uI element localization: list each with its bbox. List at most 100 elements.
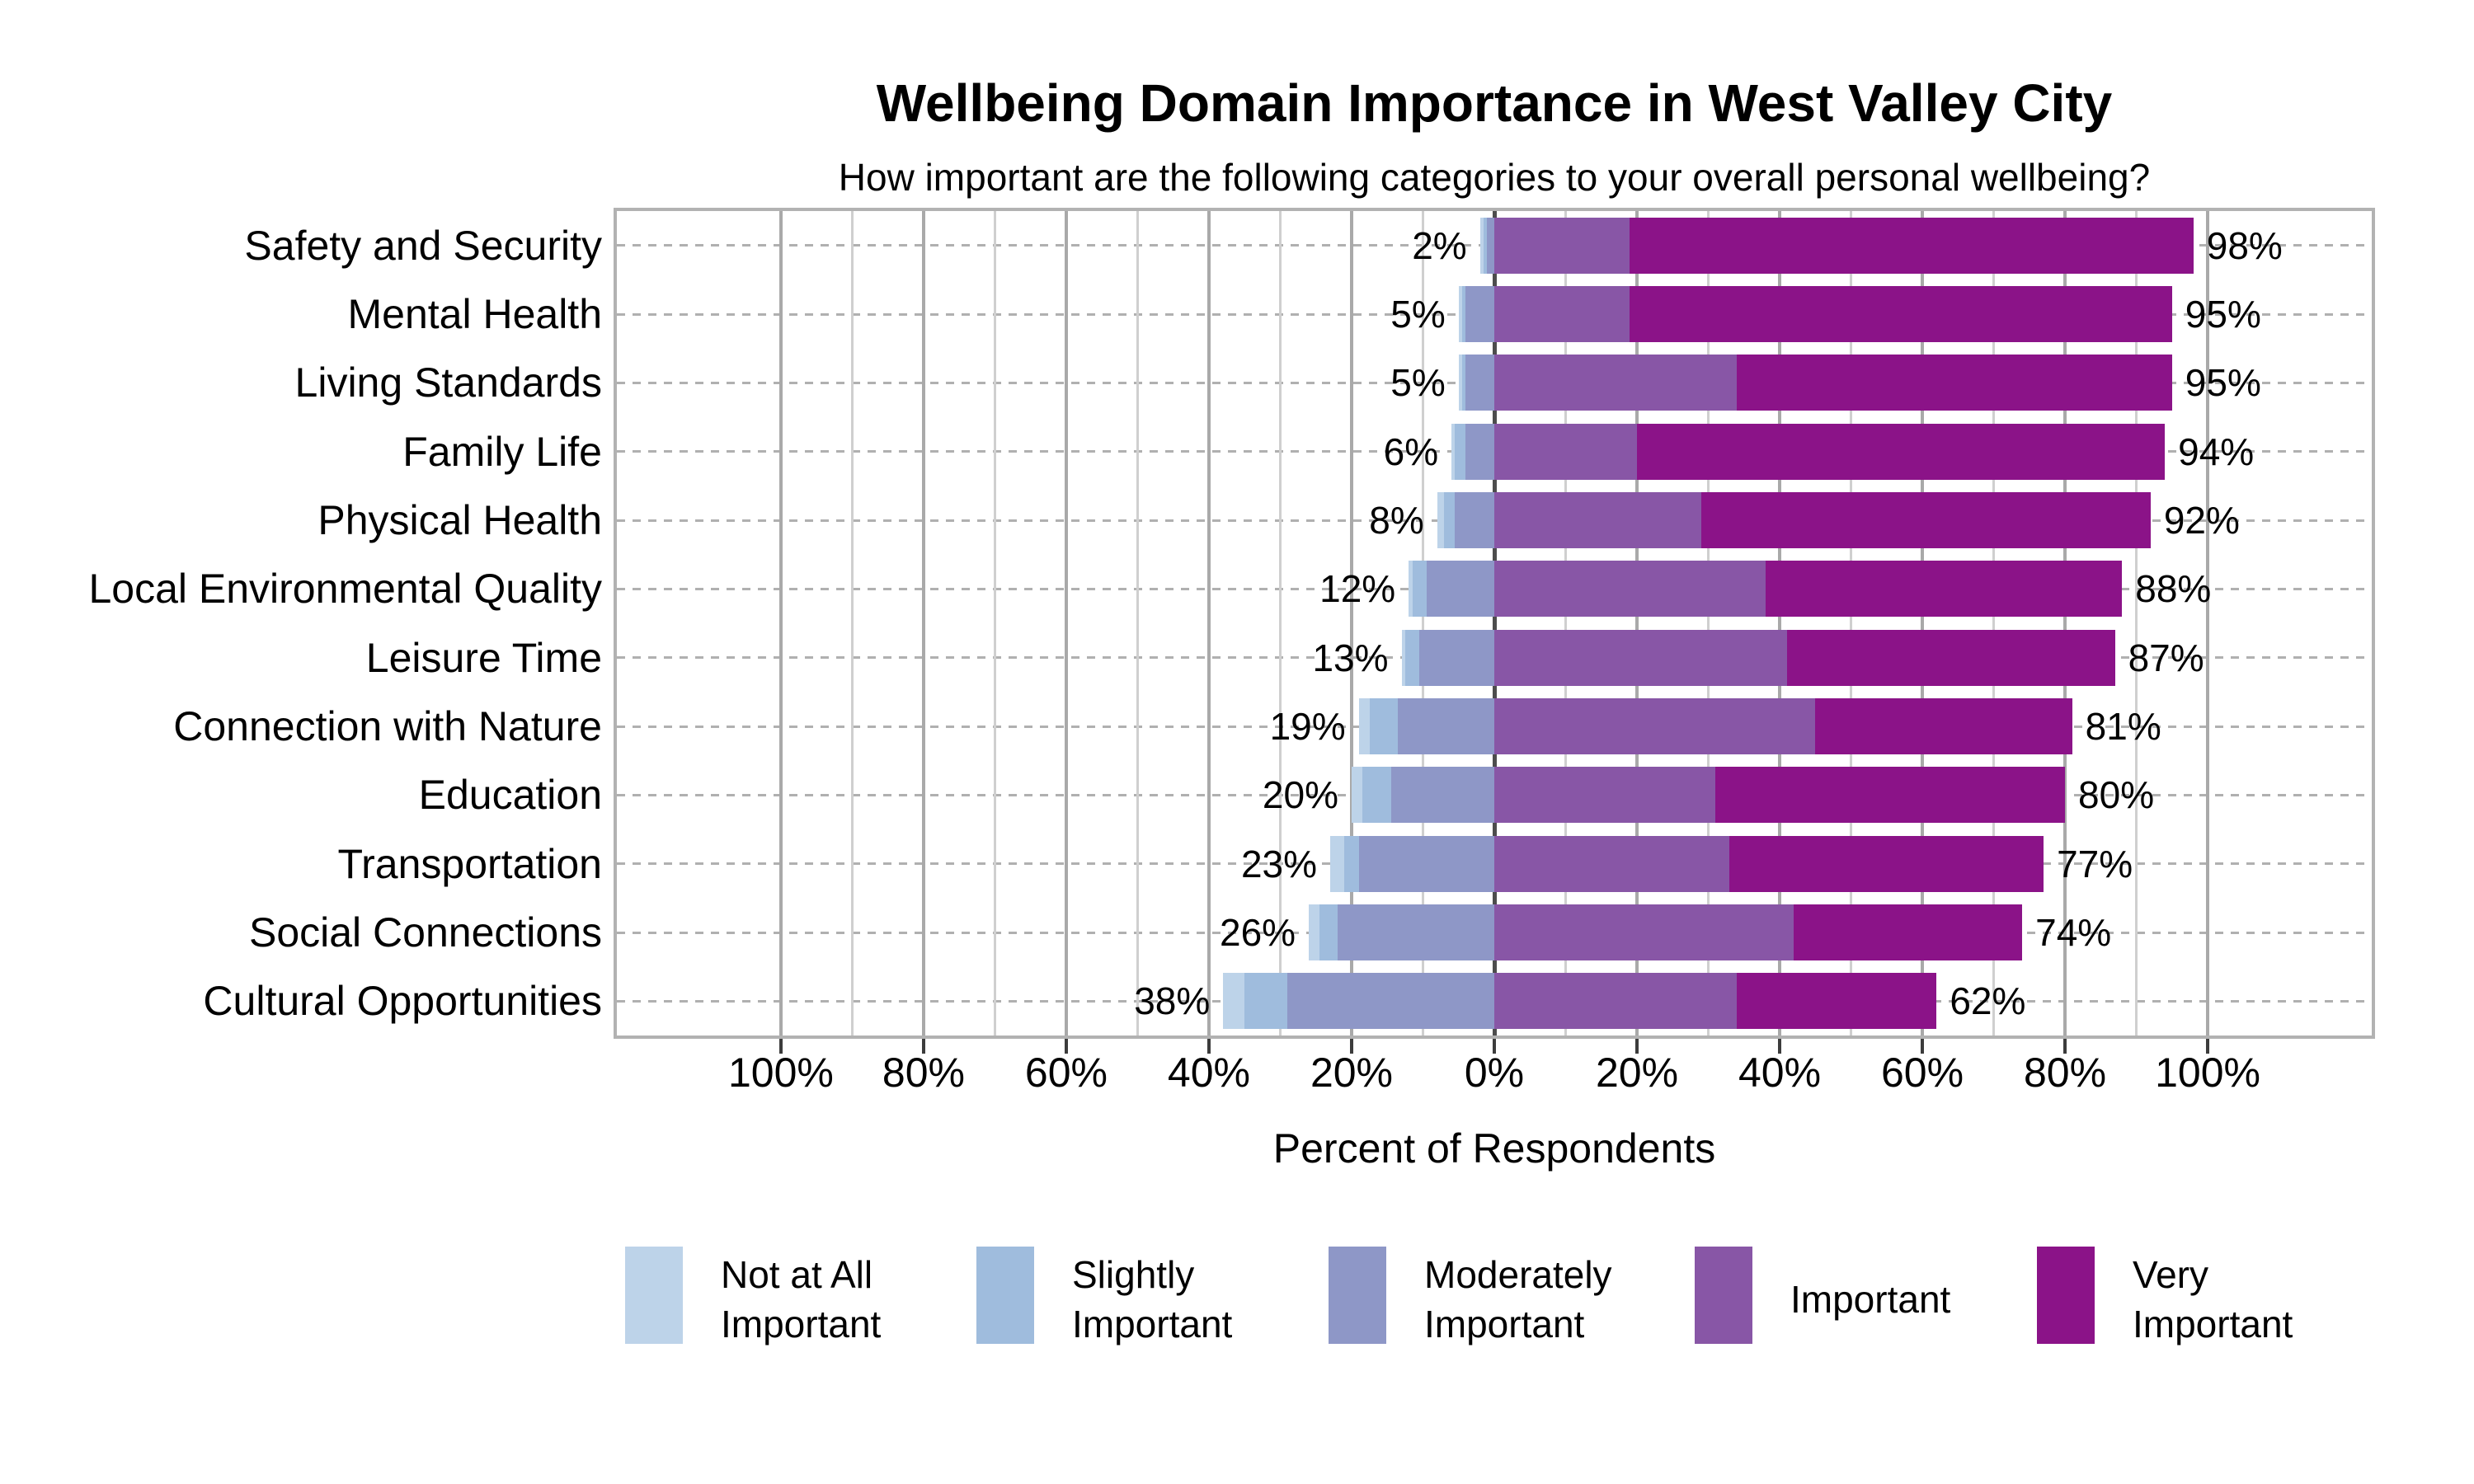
gridline-minor [1992, 211, 1996, 1036]
x-tick [2206, 1039, 2210, 1054]
bar-segment-slightly-important [1344, 835, 1359, 892]
bar-segment-very-important [1700, 492, 2151, 548]
category-label: Social Connections [248, 909, 602, 956]
positive-total-label: 77% [2057, 842, 2133, 885]
bar-segment-slightly-important [1404, 629, 1420, 686]
legend-swatch-not-at-all-important [625, 1247, 683, 1344]
bar-segment-very-important [1815, 698, 2072, 754]
bar-segment-not-at-all-important [1401, 629, 1405, 686]
plot-frame [614, 208, 2375, 1039]
category-label: Transportation [337, 840, 602, 887]
bar-segment-very-important [1737, 355, 2172, 411]
bar-segment-not-at-all-important [1479, 217, 1484, 274]
category-label: Living Standards [294, 359, 602, 406]
bar-segment-very-important [1637, 423, 2166, 480]
bar-segment-important [1494, 629, 1787, 686]
zero-line [1492, 211, 1497, 1036]
bar-segment-important [1494, 355, 1738, 411]
x-tick-label: 0% [1464, 1050, 1525, 1096]
legend-label: Very [2133, 1253, 2209, 1296]
bar-segment-moderately-important [1465, 286, 1494, 342]
negative-total-label: 20% [1262, 773, 1338, 817]
positive-total-label: 94% [2178, 430, 2255, 473]
bar-segment-not-at-all-important [1351, 767, 1362, 824]
positive-total-label: 95% [2185, 361, 2261, 405]
negative-total-label: 5% [1390, 293, 1446, 336]
x-tick-label: 40% [1738, 1050, 1822, 1096]
bar-segment-moderately-important [1337, 904, 1494, 960]
x-tick [1921, 1039, 1925, 1054]
bar-segment-slightly-important [1462, 286, 1466, 342]
bar-segment-slightly-important [1462, 355, 1466, 411]
bar-segment-very-important [1794, 904, 2023, 960]
category-label: Local Environmental Quality [88, 566, 602, 613]
gridline-minor [1136, 211, 1139, 1036]
positive-total-label: 62% [1950, 979, 2026, 1023]
category-label: Family Life [402, 428, 602, 475]
bar-segment-moderately-important [1465, 423, 1494, 480]
positive-total-label: 80% [2078, 773, 2155, 817]
bar-segment-not-at-all-important [1437, 492, 1445, 548]
negative-total-label: 23% [1240, 842, 1318, 885]
bar-segment-not-at-all-important [1409, 561, 1413, 618]
negative-total-label: 12% [1319, 567, 1396, 611]
gridline-major [2063, 211, 2067, 1036]
bar-segment-moderately-important [1465, 355, 1494, 411]
bar-segment-not-at-all-important [1358, 698, 1370, 754]
category-label: Physical Health [317, 497, 602, 543]
x-tick-label: 60% [1880, 1050, 1964, 1096]
bar-segment-not-at-all-important [1458, 286, 1463, 342]
bar-segment-important [1494, 835, 1730, 892]
bar-segment-moderately-important [1426, 561, 1494, 618]
positive-total-label: 88% [2135, 567, 2212, 611]
legend-label: Not at All [721, 1253, 873, 1296]
bar-segment-important [1494, 561, 1766, 618]
category-label: Cultural Opportunities [203, 978, 602, 1025]
legend-swatch-important [1695, 1247, 1752, 1344]
category-label: Leisure Time [365, 634, 602, 681]
bar-segment-important [1494, 423, 1637, 480]
bar-segment-slightly-important [1369, 698, 1399, 754]
bar-segment-moderately-important [1487, 217, 1494, 274]
negative-total-label: 19% [1269, 705, 1346, 748]
positive-total-label: 92% [2163, 499, 2240, 542]
x-tick [2063, 1039, 2067, 1054]
positive-total-label: 95% [2185, 293, 2261, 336]
x-tick-label: 20% [1310, 1050, 1394, 1096]
bar-segment-slightly-important [1412, 561, 1427, 618]
bar-segment-important [1494, 904, 1794, 960]
gridline-minor [2135, 211, 2138, 1036]
x-tick [1064, 1039, 1068, 1054]
positive-total-label: 74% [2035, 911, 2112, 954]
legend-label: Important [721, 1303, 882, 1345]
bar-segment-slightly-important [1319, 904, 1338, 960]
x-tick [1493, 1039, 1496, 1054]
x-axis-title: Percent of Respondents [1272, 1125, 1716, 1172]
bar-segment-very-important [1630, 217, 2194, 274]
negative-total-label: 38% [1134, 979, 1211, 1023]
positive-total-label: 87% [2128, 636, 2204, 679]
gridline-major [1206, 211, 1211, 1036]
legend-label: Important [1072, 1303, 1233, 1345]
legend-label: Slightly [1072, 1253, 1195, 1296]
category-label: Mental Health [347, 291, 603, 337]
bar-segment-important [1494, 492, 1701, 548]
bar-segment-very-important [1765, 561, 2123, 618]
chart-title: Wellbeing Domain Importance in West Vall… [876, 73, 2113, 133]
negative-total-label: 8% [1369, 499, 1424, 542]
category-label: Connection with Nature [173, 703, 602, 749]
legend-label: Important [2133, 1303, 2293, 1345]
bar-segment-very-important [1630, 286, 2172, 342]
gridline-minor [993, 211, 996, 1036]
legend-label: Moderately [1424, 1253, 1612, 1296]
x-tick [778, 1039, 783, 1054]
x-tick [1206, 1039, 1211, 1054]
legend-swatch-very-important [2037, 1247, 2095, 1344]
bar-segment-slightly-important [1455, 423, 1466, 480]
gridline-major [1635, 211, 1639, 1036]
negative-total-label: 5% [1390, 361, 1446, 405]
gridline-minor [1564, 211, 1567, 1036]
bar-segment-moderately-important [1287, 973, 1494, 1030]
x-tick-label: 60% [1024, 1050, 1108, 1096]
